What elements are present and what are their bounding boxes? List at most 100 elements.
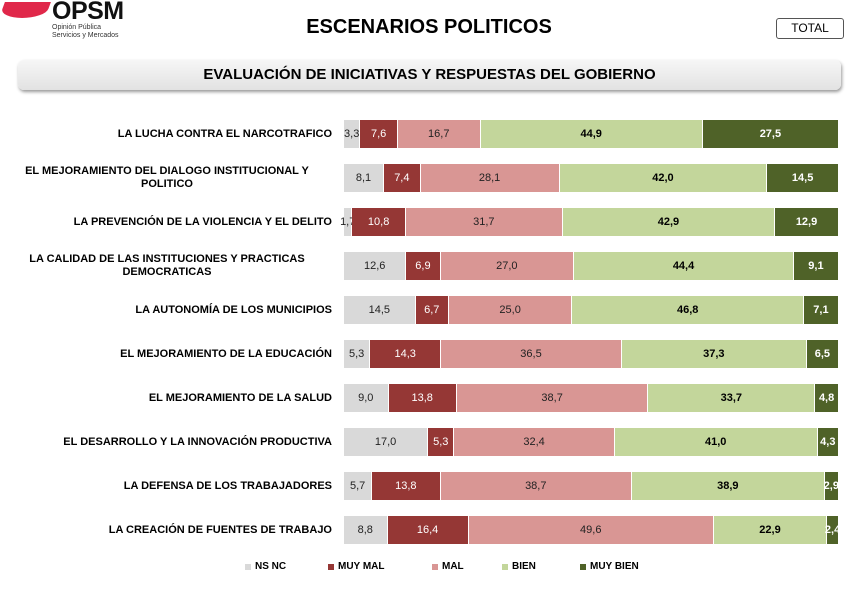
data-label: 22,9 — [759, 524, 781, 536]
data-label: 49,6 — [580, 524, 602, 536]
data-label: 42,9 — [657, 216, 680, 228]
opsm-logo: OPSM Opinión Pública Servicios y Mercados — [0, 0, 140, 45]
data-label: 17,0 — [374, 436, 397, 448]
category-label: LA LUCHA CONTRA EL NARCOTRAFICO — [117, 127, 332, 140]
data-label: 14,5 — [368, 304, 391, 316]
data-label: 6,5 — [814, 348, 830, 360]
bar-segment-mal: 32,4 — [454, 428, 615, 456]
legend-swatch — [432, 563, 438, 570]
legend-item: MUY MAL — [328, 561, 384, 572]
bar-row: EL MEJORAMIENTO DE LA SALUD 9,0 13,8 38,7 33… — [0, 384, 858, 412]
legend-item: BIEN — [502, 561, 536, 572]
bar-segment-muy-mal: 6,9 — [406, 252, 441, 280]
bar-segment-bien: 42,0 — [559, 164, 768, 192]
total-button[interactable]: TOTAL — [776, 18, 844, 39]
bar-segment-ns-nc: 8,1 — [344, 164, 385, 192]
data-label: 44,4 — [672, 260, 695, 272]
bar-segment-mal: 25,0 — [448, 296, 573, 324]
data-label: 41,0 — [705, 436, 727, 448]
data-label: 27,5 — [759, 128, 782, 140]
data-label: 13,8 — [395, 480, 417, 492]
logo-subtitle: Opinión Pública Servicios y Mercados — [52, 24, 119, 40]
data-label: 16,4 — [416, 524, 439, 536]
data-label: 14,3 — [394, 348, 416, 360]
legend-item: MUY BIEN — [580, 561, 639, 572]
category-label: EL MEJORAMIENTO DE LA EDUCACIÓN — [120, 347, 332, 360]
data-label: 4,3 — [820, 436, 836, 448]
data-label: 5,7 — [349, 480, 366, 492]
legend-label: NS NC — [255, 561, 287, 572]
bar-segment-bien: 41,0 — [614, 428, 818, 456]
legend-swatch — [328, 563, 334, 570]
bar-segment-muy-mal: 7,4 — [384, 164, 421, 192]
legend-swatch — [580, 563, 586, 570]
bar-segment-bien: 33,7 — [648, 384, 816, 412]
bar-segment-muy-bien: 27,5 — [702, 120, 839, 148]
bar-segment-bien: 46,8 — [572, 296, 804, 324]
bar-segment-ns-nc: 12,6 — [344, 252, 407, 280]
bar-row: LA CALIDAD DE LAS INSTITUCIONES Y PRACTI… — [0, 252, 858, 280]
data-label: 38,7 — [525, 480, 547, 492]
data-label: 36,5 — [520, 348, 542, 360]
legend-item: NS NC — [245, 561, 286, 572]
bar-segment-bien: 22,9 — [713, 516, 828, 544]
bar-segment-muy-bien: 12,9 — [775, 208, 839, 236]
data-label: 38,7 — [541, 392, 563, 404]
bar-segment-bien: 44,4 — [574, 252, 794, 280]
bar-segment-mal: 38,7 — [440, 472, 633, 500]
bar-segment-muy-mal: 13,8 — [388, 384, 457, 412]
bar-segment-muy-mal: 16,4 — [387, 516, 469, 544]
data-label: 31,7 — [473, 216, 495, 228]
bar-segment-ns-nc: 8,8 — [344, 516, 388, 544]
bar-row: EL MEJORAMIENTO DEL DIALOGO INSTITUCIONA… — [0, 164, 858, 192]
bar-row: LA LUCHA CONTRA EL NARCOTRAFICO 3,3 7,6 16,… — [0, 120, 858, 148]
bar-segment-muy-bien: 2,4 — [824, 516, 841, 544]
data-label: 46,8 — [676, 304, 699, 316]
bar-segment-ns-nc: 1,7 — [340, 208, 355, 236]
data-label: 2,9 — [823, 480, 839, 492]
data-label: 9,0 — [358, 392, 374, 404]
category-label: EL MEJORAMIENTO DEL DIALOGO INSTITUCIONA… — [25, 165, 309, 190]
chart-title: EVALUACIÓN DE INICIATIVAS Y RESPUESTAS D… — [18, 60, 841, 90]
data-label: 5,3 — [433, 436, 449, 448]
data-label: 13,8 — [411, 392, 433, 404]
data-label: 12,6 — [363, 260, 386, 272]
bar-segment-muy-bien: 4,8 — [815, 384, 839, 412]
data-label: 7,4 — [394, 172, 410, 184]
data-label: 33,7 — [720, 392, 743, 404]
data-label: 8,1 — [355, 172, 372, 184]
bar-segment-bien: 37,3 — [621, 340, 807, 368]
bar-segment-bien: 44,9 — [480, 120, 703, 148]
data-label: 6,9 — [415, 260, 431, 272]
bar-segment-ns-nc: 5,7 — [344, 472, 373, 500]
data-label: 3,3 — [344, 128, 360, 140]
data-label: 28,1 — [478, 172, 501, 184]
data-label: 10,8 — [367, 216, 390, 228]
data-label: 8,8 — [357, 524, 373, 536]
bar-segment-mal: 28,1 — [420, 164, 560, 192]
bar-segment-mal: 27,0 — [440, 252, 575, 280]
legend-label: BIEN — [512, 561, 536, 572]
bar-row: LA PREVENCIÓN DE LA VIOLENCIA Y EL DELIT… — [0, 208, 858, 236]
data-label: 12,9 — [795, 216, 818, 228]
data-label: 2,4 — [824, 524, 841, 536]
bar-segment-mal: 36,5 — [441, 340, 622, 368]
category-label: LA CREACIÓN DE FUENTES DE TRABAJO — [108, 523, 332, 536]
bar-segment-mal: 49,6 — [468, 516, 714, 544]
data-label: 27,0 — [496, 260, 518, 272]
data-label: 7,1 — [813, 304, 829, 316]
data-label: 37,3 — [703, 348, 725, 360]
bar-row: EL MEJORAMIENTO DE LA EDUCACIÓN 5,3 14,3 36… — [0, 340, 858, 368]
bar-row: LA DEFENSA DE LOS TRABAJADORES 5,7 13,8 38,… — [0, 472, 858, 500]
data-label: 14,5 — [791, 172, 814, 184]
bar-segment-muy-mal: 7,6 — [360, 120, 398, 148]
bar-segment-muy-mal: 10,8 — [352, 208, 406, 236]
bar-segment-ns-nc: 3,3 — [344, 120, 361, 148]
legend-item: MAL — [432, 561, 464, 572]
category-label: EL MEJORAMIENTO DE LA SALUD — [148, 391, 332, 404]
legend-label: MAL — [442, 561, 464, 572]
bar-segment-ns-nc: 14,5 — [344, 296, 416, 324]
logo-sub1: Opinión Pública — [52, 24, 102, 31]
bar-segment-muy-bien: 2,9 — [823, 472, 839, 500]
bar-segment-muy-mal: 14,3 — [370, 340, 442, 368]
